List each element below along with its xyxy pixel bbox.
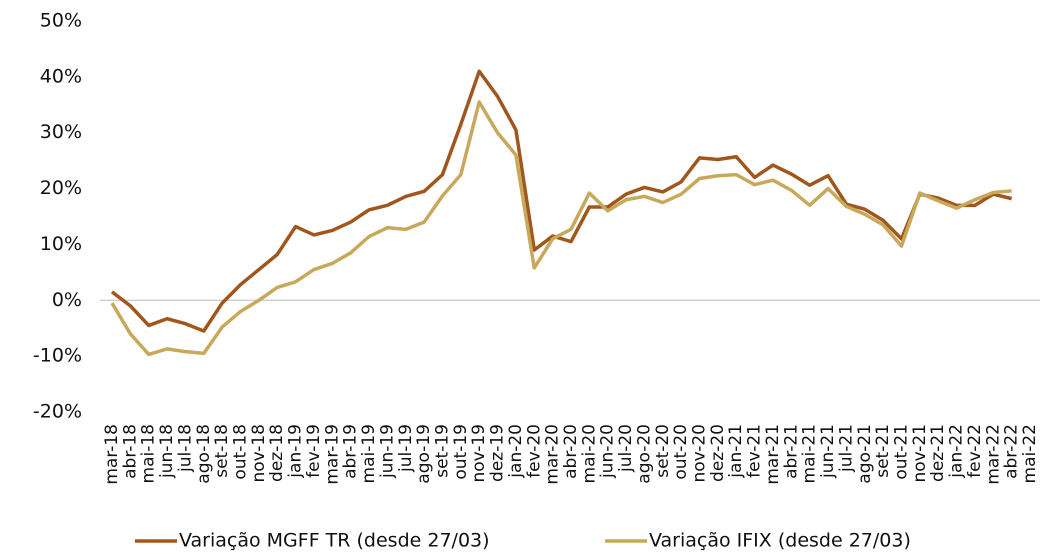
y-tick-label: -10% bbox=[33, 345, 82, 367]
legend-label: Variação MGFF TR (desde 27/03) bbox=[179, 530, 490, 552]
x-tick-label: ago-19 bbox=[414, 424, 434, 484]
x-tick-label: jul-19 bbox=[396, 424, 416, 473]
x-tick-label: mar-21 bbox=[763, 424, 783, 485]
x-tick-label: abr-19 bbox=[341, 424, 361, 479]
x-tick-label: jul-18 bbox=[175, 424, 195, 473]
x-tick-label: set-19 bbox=[432, 424, 452, 478]
x-tick-label: jul-20 bbox=[616, 424, 636, 473]
line-series bbox=[110, 100, 1012, 357]
x-tick-label: set-18 bbox=[212, 424, 232, 478]
x-tick-label: mar-19 bbox=[322, 424, 342, 485]
x-tick-label: set-20 bbox=[653, 424, 673, 478]
x-tick-label: ago-20 bbox=[634, 424, 654, 484]
x-tick-label: fev-22 bbox=[965, 424, 985, 478]
x-tick-label: jun-21 bbox=[818, 424, 838, 479]
x-tick-label: mai-19 bbox=[359, 424, 379, 483]
y-tick-label: -20% bbox=[33, 401, 82, 423]
x-tick-label: out-18 bbox=[231, 424, 251, 480]
line-series bbox=[110, 69, 1013, 333]
y-tick-label: 0% bbox=[52, 289, 82, 311]
x-tick-label: dez-20 bbox=[708, 424, 728, 482]
x-tick-label: jun-18 bbox=[157, 424, 177, 479]
x-tick-label: nov-20 bbox=[690, 424, 710, 483]
x-tick-label: nov-18 bbox=[249, 424, 269, 483]
x-tick-label: jan-21 bbox=[726, 424, 746, 479]
x-tick-label: set-21 bbox=[873, 424, 893, 478]
x-tick-label: dez-18 bbox=[267, 424, 287, 482]
x-tick-label: jun-20 bbox=[598, 424, 618, 479]
x-tick-label: abr-18 bbox=[120, 424, 140, 479]
x-tick-label: mar-22 bbox=[983, 424, 1003, 485]
y-tick-label: 40% bbox=[40, 65, 82, 87]
y-tick-label: 30% bbox=[40, 121, 82, 143]
legend-label: Variação IFIX (desde 27/03) bbox=[649, 530, 911, 552]
x-tick-label: mar-18 bbox=[102, 424, 122, 485]
x-tick-label: abr-20 bbox=[561, 424, 581, 479]
x-tick-label: jan-19 bbox=[286, 424, 306, 479]
x-tick-label: fev-20 bbox=[524, 424, 544, 478]
x-tick-label: jan-20 bbox=[506, 424, 526, 479]
x-tick-label: nov-19 bbox=[469, 424, 489, 483]
x-tick-label: fev-21 bbox=[745, 424, 765, 478]
x-tick-label: jun-19 bbox=[377, 424, 397, 479]
x-tick-label: mai-22 bbox=[1020, 424, 1040, 483]
x-tick-label: abr-22 bbox=[1002, 424, 1022, 479]
x-tick-label: out-20 bbox=[671, 424, 691, 480]
x-tick-label: fev-19 bbox=[304, 424, 324, 478]
x-tick-label: out-21 bbox=[891, 424, 911, 480]
x-tick-label: mai-18 bbox=[139, 424, 159, 483]
x-tick-label: jul-21 bbox=[836, 424, 856, 473]
x-tick-label: jan-22 bbox=[947, 424, 967, 479]
y-tick-label: 20% bbox=[40, 177, 82, 199]
x-tick-label: mai-21 bbox=[800, 424, 820, 483]
x-tick-label: mai-20 bbox=[579, 424, 599, 483]
x-tick-label: dez-19 bbox=[488, 424, 508, 482]
x-tick-label: abr-21 bbox=[781, 424, 801, 479]
x-tick-label: nov-21 bbox=[910, 424, 930, 483]
x-tick-label: ago-21 bbox=[855, 424, 875, 484]
y-tick-label: 10% bbox=[40, 233, 82, 255]
x-tick-label: out-19 bbox=[451, 424, 471, 480]
x-tick-label: ago-18 bbox=[194, 424, 214, 484]
x-tick-label: mar-20 bbox=[543, 424, 563, 485]
x-tick-label: dez-21 bbox=[928, 424, 948, 482]
y-tick-label: 50% bbox=[40, 10, 82, 32]
